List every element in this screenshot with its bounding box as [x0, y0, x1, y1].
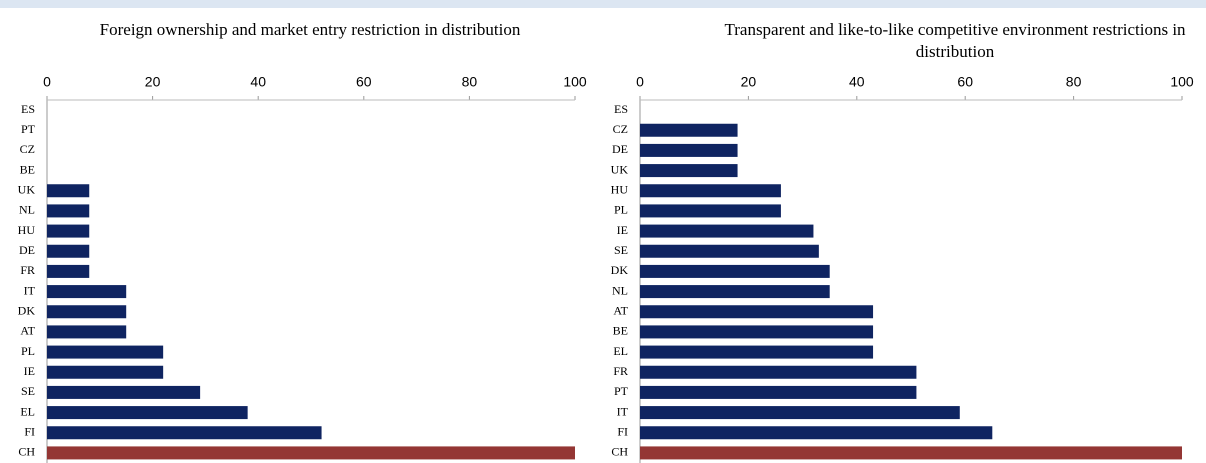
bar	[47, 345, 164, 359]
bar	[47, 385, 201, 399]
y-tick-label: BE	[613, 324, 628, 338]
bar	[640, 345, 874, 359]
y-tick-label: FI	[617, 425, 628, 439]
bar	[640, 123, 738, 137]
y-tick-label: CH	[611, 445, 628, 459]
bar	[640, 264, 830, 278]
bar	[640, 184, 781, 198]
y-tick-label: SE	[21, 384, 35, 398]
y-tick-label: PL	[614, 203, 628, 217]
y-tick-label: PT	[21, 122, 36, 136]
bar	[640, 305, 874, 319]
y-tick-label: EL	[613, 344, 628, 358]
bar	[640, 244, 819, 258]
y-tick-label: IE	[24, 364, 35, 378]
y-tick-label: EL	[20, 404, 35, 418]
x-tick-label: 40	[250, 74, 266, 90]
bar	[47, 184, 90, 198]
y-tick-label: DK	[18, 304, 36, 318]
y-tick-label: PT	[614, 384, 629, 398]
x-tick-label: 100	[563, 74, 587, 90]
x-tick-label: 20	[741, 74, 757, 90]
y-tick-label: FR	[613, 364, 628, 378]
x-tick-label: 60	[957, 74, 973, 90]
y-tick-label: UK	[611, 162, 629, 176]
bar	[640, 406, 960, 420]
y-tick-label: PL	[21, 344, 35, 358]
y-tick-label: SE	[614, 243, 628, 257]
bar	[47, 264, 90, 278]
bar	[640, 143, 738, 157]
y-tick-label: DE	[612, 142, 628, 156]
bar	[640, 164, 738, 178]
y-tick-label: NL	[19, 203, 35, 217]
bar	[47, 446, 575, 460]
y-tick-label: BE	[20, 162, 35, 176]
bar	[640, 426, 993, 440]
bar	[640, 446, 1182, 460]
y-tick-label: CH	[18, 445, 35, 459]
bar	[47, 305, 127, 319]
bar	[47, 224, 90, 238]
bar	[47, 365, 164, 379]
bar	[640, 204, 781, 218]
y-tick-label: FR	[20, 263, 35, 277]
y-tick-label: NL	[612, 283, 628, 297]
x-tick-label: 40	[849, 74, 865, 90]
y-tick-label: HU	[611, 183, 629, 197]
bar	[640, 365, 917, 379]
y-tick-label: CZ	[20, 142, 35, 156]
x-tick-label: 0	[636, 74, 644, 90]
y-tick-label: HU	[18, 223, 36, 237]
bar	[47, 244, 90, 258]
y-tick-label: IT	[24, 283, 36, 297]
chart-title: Foreign ownership and market entry restr…	[99, 20, 521, 39]
bar	[640, 385, 917, 399]
bar	[640, 325, 874, 339]
y-tick-label: AT	[613, 304, 628, 318]
bar	[47, 406, 248, 420]
x-tick-label: 60	[356, 74, 372, 90]
y-tick-label: FI	[24, 425, 35, 439]
x-tick-label: 100	[1170, 74, 1194, 90]
top-strip	[0, 0, 1206, 8]
bar	[640, 285, 830, 299]
bar	[47, 426, 322, 440]
y-tick-label: UK	[18, 183, 36, 197]
y-tick-label: ES	[614, 102, 628, 116]
bar	[47, 285, 127, 299]
y-tick-label: IT	[617, 404, 629, 418]
bar	[47, 204, 90, 218]
bar	[640, 224, 814, 238]
x-tick-label: 80	[1066, 74, 1082, 90]
x-tick-label: 20	[145, 74, 161, 90]
chart-title: Transparent and like-to-like competitive…	[724, 20, 1186, 61]
y-tick-label: CZ	[613, 122, 628, 136]
y-tick-label: DK	[611, 263, 629, 277]
x-tick-label: 80	[462, 74, 478, 90]
y-tick-label: AT	[20, 324, 35, 338]
y-tick-label: DE	[19, 243, 35, 257]
bar	[47, 325, 127, 339]
x-tick-label: 0	[43, 74, 51, 90]
y-tick-label: IE	[617, 223, 628, 237]
y-tick-label: ES	[21, 102, 35, 116]
